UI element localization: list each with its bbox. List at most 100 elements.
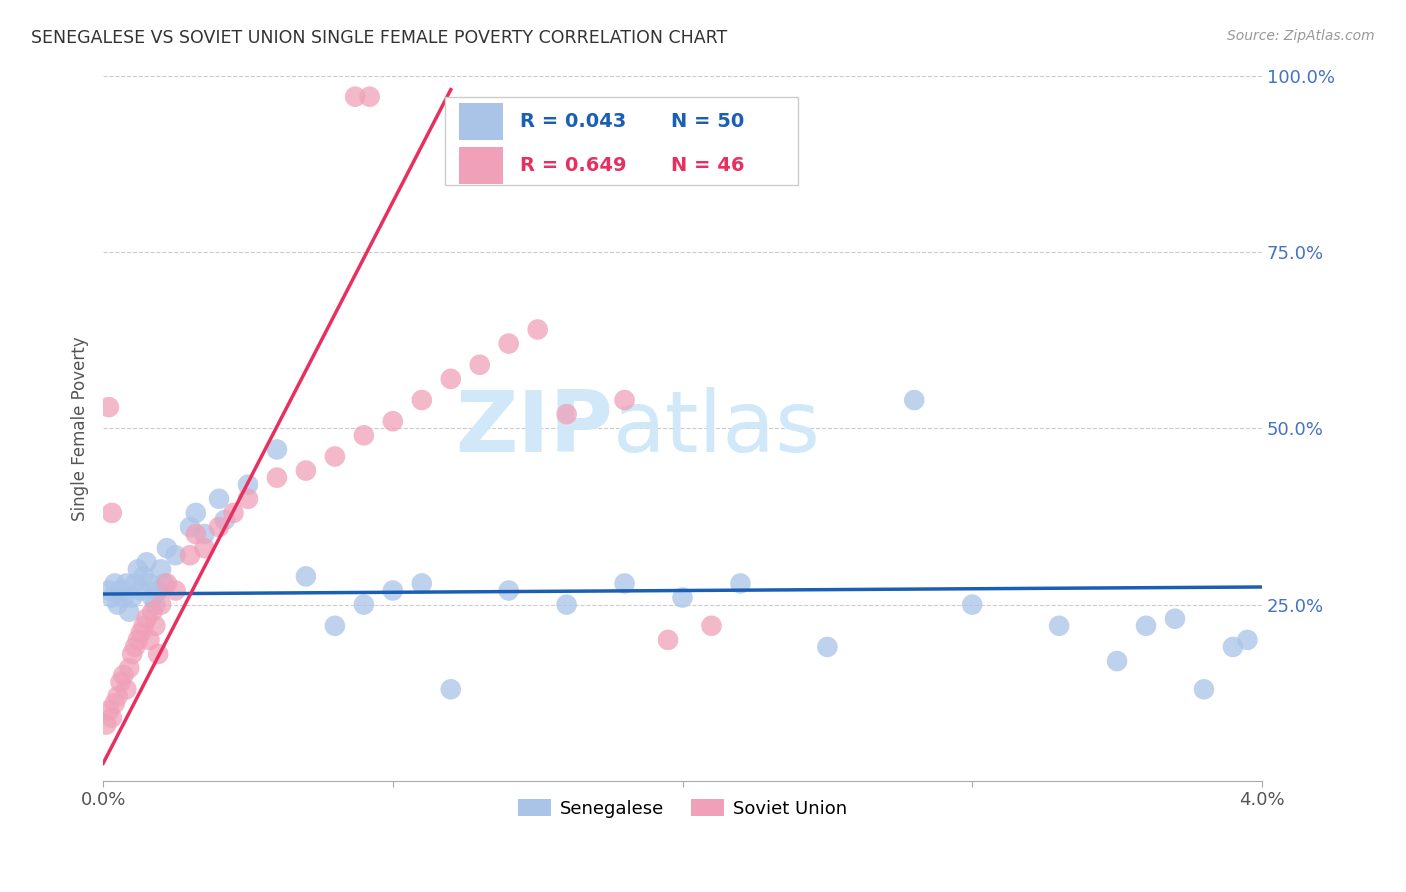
Point [112, 591, 135, 605]
Point [1047, 619, 1070, 633]
Point [184, 527, 207, 541]
FancyBboxPatch shape [444, 96, 799, 185]
Point [266, 442, 288, 457]
Point [165, 548, 187, 562]
Point [156, 576, 179, 591]
Point [353, 598, 375, 612]
Point [1222, 640, 1244, 654]
Point [381, 414, 404, 428]
Point [104, 576, 127, 591]
Point [613, 392, 636, 407]
Point [700, 619, 723, 633]
Text: ZIP: ZIP [456, 387, 613, 470]
Text: R = 0.649: R = 0.649 [520, 156, 627, 175]
Point [143, 598, 166, 612]
Point [101, 506, 124, 520]
Point [526, 322, 548, 336]
Point [193, 541, 215, 556]
Point [121, 647, 143, 661]
Point [138, 576, 160, 591]
Point [613, 576, 636, 591]
Point [156, 541, 179, 556]
Point [146, 583, 169, 598]
Point [141, 605, 163, 619]
Point [179, 520, 201, 534]
Point [135, 612, 157, 626]
Point [1105, 654, 1128, 668]
Legend: Senegalese, Soviet Union: Senegalese, Soviet Union [510, 792, 853, 825]
Point [135, 555, 157, 569]
Text: N = 46: N = 46 [671, 156, 744, 175]
Point [153, 576, 176, 591]
Point [236, 491, 259, 506]
Point [236, 477, 259, 491]
Point [555, 407, 578, 421]
Point [138, 632, 160, 647]
Point [132, 619, 155, 633]
Point [193, 527, 215, 541]
Point [115, 682, 138, 697]
Point [184, 506, 207, 520]
Point [101, 710, 124, 724]
Point [381, 583, 404, 598]
Point [110, 583, 132, 598]
Point [411, 392, 433, 407]
FancyBboxPatch shape [458, 147, 503, 184]
Point [214, 513, 236, 527]
Point [359, 89, 381, 103]
Point [146, 647, 169, 661]
Point [129, 625, 152, 640]
Point [107, 598, 129, 612]
Point [344, 89, 367, 103]
Point [150, 598, 173, 612]
Point [101, 591, 124, 605]
Point [815, 640, 838, 654]
Point [143, 619, 166, 633]
Point [97, 583, 120, 598]
Point [150, 562, 173, 576]
Point [960, 598, 983, 612]
FancyBboxPatch shape [458, 103, 503, 140]
Point [208, 520, 231, 534]
Y-axis label: Single Female Poverty: Single Female Poverty [72, 336, 89, 521]
Point [118, 661, 141, 675]
Point [97, 400, 120, 414]
Point [127, 562, 149, 576]
Point [671, 591, 693, 605]
Point [208, 491, 231, 506]
Point [498, 336, 520, 351]
Point [124, 576, 146, 591]
Point [127, 632, 149, 647]
Point [1192, 682, 1215, 697]
Point [411, 576, 433, 591]
Point [730, 576, 752, 591]
Text: R = 0.043: R = 0.043 [520, 112, 627, 131]
Point [1135, 619, 1157, 633]
Point [112, 668, 135, 682]
Text: N = 50: N = 50 [671, 112, 744, 131]
Point [468, 358, 491, 372]
Point [266, 470, 288, 484]
Text: atlas: atlas [613, 387, 821, 470]
Point [115, 576, 138, 591]
Point [129, 583, 152, 598]
Point [440, 372, 463, 386]
Point [323, 450, 346, 464]
Point [1236, 632, 1258, 647]
Text: SENEGALESE VS SOVIET UNION SINGLE FEMALE POVERTY CORRELATION CHART: SENEGALESE VS SOVIET UNION SINGLE FEMALE… [31, 29, 727, 46]
Point [440, 682, 463, 697]
Point [124, 640, 146, 654]
Point [165, 583, 187, 598]
Point [555, 598, 578, 612]
Point [498, 583, 520, 598]
Point [94, 717, 117, 731]
Point [903, 392, 925, 407]
Point [141, 591, 163, 605]
Point [132, 569, 155, 583]
Text: Source: ZipAtlas.com: Source: ZipAtlas.com [1227, 29, 1375, 43]
Point [295, 464, 318, 478]
Point [295, 569, 318, 583]
Point [104, 697, 127, 711]
Point [107, 690, 129, 704]
Point [323, 619, 346, 633]
